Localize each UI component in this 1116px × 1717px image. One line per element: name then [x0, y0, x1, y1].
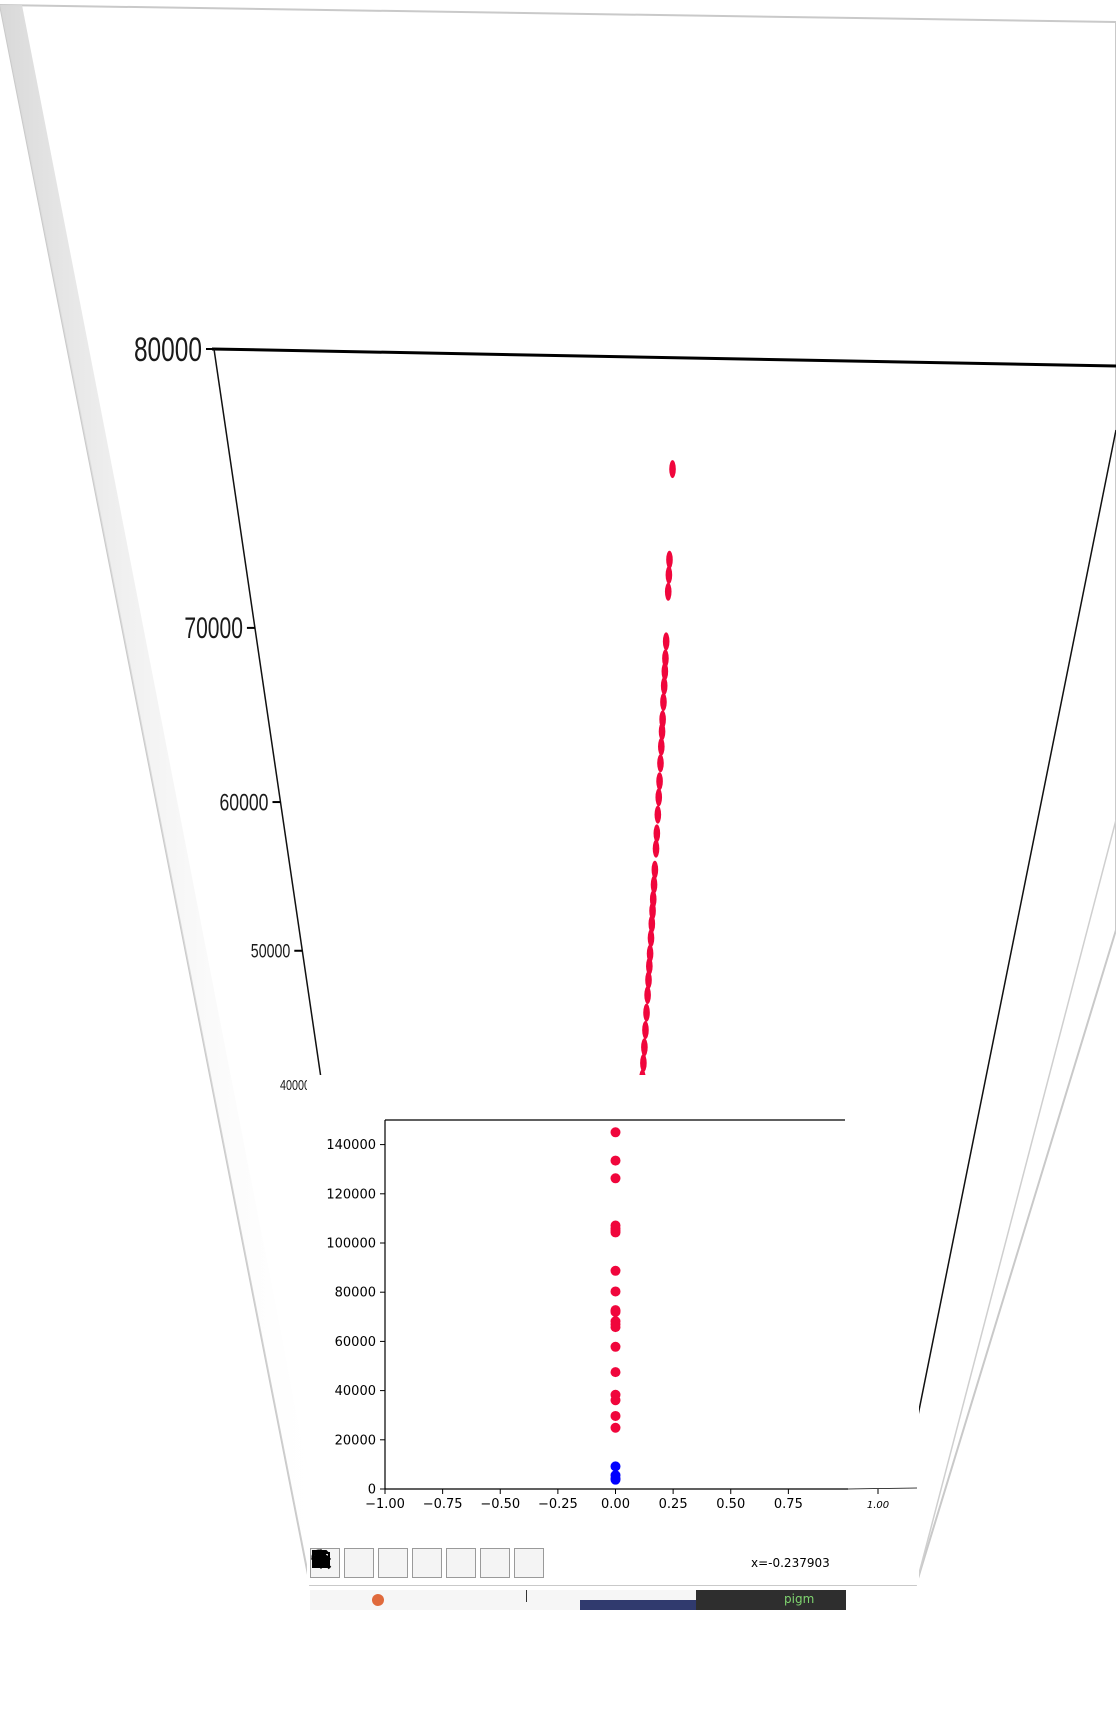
taskbar-strip: pigm	[310, 1590, 846, 1610]
bg-data-point	[648, 914, 656, 933]
bg-ytick-label: 40000	[280, 1076, 310, 1093]
back-button[interactable]	[312, 1548, 374, 1578]
bg-data-point	[650, 875, 658, 894]
data-point	[610, 1322, 621, 1333]
data-point	[610, 1155, 621, 1166]
data-point	[610, 1422, 621, 1433]
data-point	[610, 1306, 621, 1317]
data-point	[610, 1265, 621, 1276]
bg-ytick-label: 80000	[134, 331, 202, 369]
bg-right-spine	[904, 429, 1116, 1481]
x-axis-spine-extension	[847, 1487, 918, 1490]
data-point	[610, 1225, 621, 1236]
save-button[interactable]	[312, 1548, 544, 1578]
thumbnail-badge: pigm	[784, 1592, 815, 1606]
bg-data-point	[665, 565, 673, 584]
y-tick-label: 20000	[335, 1433, 376, 1448]
bg-data-point	[646, 957, 653, 976]
bg-data-points	[639, 460, 676, 1088]
figure-window: −1.00 −0.75 −0.50 −0.25 0.00 0.25 0.50 0.75 1.00…	[307, 1075, 919, 1585]
y-tick-label: 60000	[335, 1335, 376, 1350]
y-tick-label: 40000	[335, 1384, 376, 1399]
bg-data-point	[656, 772, 663, 791]
plot-axes	[384, 1119, 918, 1490]
y-tick-label: 80000	[335, 1286, 376, 1301]
bg-ytick-label: 60000	[219, 789, 268, 817]
y-tick-label: 120000	[326, 1187, 376, 1202]
dark-thumbnail	[696, 1590, 846, 1610]
cursor-coordinates: x=-0.237903	[751, 1556, 830, 1570]
bg-data-point	[660, 676, 668, 695]
x-tick-label: 1.00	[867, 1500, 889, 1511]
data-point	[610, 1474, 621, 1485]
x-tick-label: −0.25	[538, 1497, 578, 1512]
data-point	[610, 1367, 621, 1378]
x-tick-label: 0.25	[659, 1497, 688, 1512]
bg-data-point	[655, 788, 663, 807]
data-point	[610, 1341, 621, 1352]
bg-ytick-label: 50000	[251, 939, 290, 962]
save-icon	[312, 1550, 330, 1568]
bg-data-point	[651, 860, 659, 879]
y-tick-group: 0 20000 40000 60000 80000 100000 120000 140000	[326, 1138, 385, 1498]
data-point	[610, 1286, 621, 1297]
x-tick-group: −1.00 −0.75 −0.50 −0.25 0.00 0.25 0.50 0.75 1.00	[365, 1489, 889, 1512]
bg-data-point	[642, 1021, 649, 1040]
bg-data-point	[643, 1003, 650, 1022]
data-point	[610, 1395, 621, 1406]
bg-data-point	[657, 754, 664, 773]
window-shadow	[0, 5, 330, 1585]
scatter-plot: −1.00 −0.75 −0.50 −0.25 0.00 0.25 0.50 0.75 1.00…	[326, 1119, 918, 1512]
bg-ytick-label: 70000	[184, 613, 243, 645]
data-point	[610, 1461, 621, 1472]
bg-data-point	[652, 839, 660, 858]
y-tick-label: 100000	[326, 1237, 376, 1252]
bg-right-window-edge	[915, 819, 1116, 1586]
bg-data-point	[661, 662, 669, 681]
data-point	[610, 1173, 621, 1184]
x-tick-label: −0.50	[480, 1497, 520, 1512]
navigation-toolbar	[310, 1548, 544, 1580]
bg-data-point	[658, 737, 665, 756]
bg-data-point	[644, 985, 651, 1004]
bg-data-point	[641, 1038, 648, 1057]
bg-left-spine	[213, 348, 323, 1086]
bg-data-point	[653, 824, 661, 843]
y-tick-label: 0	[368, 1483, 376, 1498]
data-point	[610, 1410, 621, 1421]
bg-data-point	[640, 1053, 647, 1072]
data-points	[610, 1127, 621, 1485]
bg-data-point	[658, 722, 666, 741]
data-point	[610, 1127, 621, 1138]
x-tick-label: 0.00	[601, 1497, 630, 1512]
thumbnail-image	[580, 1600, 700, 1610]
forward-button[interactable]	[312, 1548, 408, 1578]
bg-data-point	[669, 460, 676, 479]
bg-top-spine	[211, 347, 1116, 368]
bg-data-point	[660, 692, 667, 711]
x-tick-label: 0.50	[716, 1497, 745, 1512]
pan-button[interactable]	[311, 1548, 442, 1578]
bg-data-point	[666, 550, 673, 569]
taskbar-separator	[526, 1590, 527, 1602]
x-tick-label: 0.75	[774, 1497, 803, 1512]
y-tick-label: 140000	[326, 1138, 376, 1153]
zoom-button[interactable]	[311, 1548, 476, 1578]
bg-data-point	[647, 929, 655, 948]
app-icon	[372, 1594, 384, 1606]
x-tick-label: −0.75	[423, 1497, 463, 1512]
bg-data-point	[664, 582, 672, 601]
x-tick-label: −1.00	[365, 1497, 405, 1512]
bg-data-point	[645, 970, 652, 989]
bg-data-point	[662, 632, 670, 651]
configure-button[interactable]	[312, 1548, 510, 1578]
bg-data-point	[654, 805, 662, 824]
